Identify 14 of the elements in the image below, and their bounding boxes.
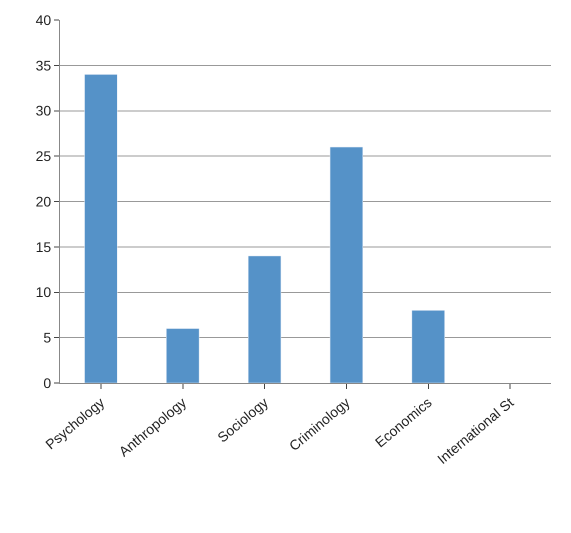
- y-tick-label: 20: [36, 193, 52, 210]
- y-tick-label: 5: [43, 330, 52, 346]
- y-tick-label: 25: [36, 148, 52, 164]
- bar: [166, 328, 200, 383]
- bar: [330, 146, 364, 383]
- y-tick-label: 40: [36, 12, 52, 28]
- y-tick-label: 15: [36, 238, 52, 255]
- bar: [412, 310, 445, 383]
- bar: [84, 74, 118, 383]
- bar: [248, 256, 282, 383]
- y-tick-label: 35: [36, 57, 52, 74]
- y-tick-label: 0: [43, 374, 52, 391]
- y-tick-label: 10: [36, 284, 52, 300]
- y-tick-label: 30: [36, 102, 52, 119]
